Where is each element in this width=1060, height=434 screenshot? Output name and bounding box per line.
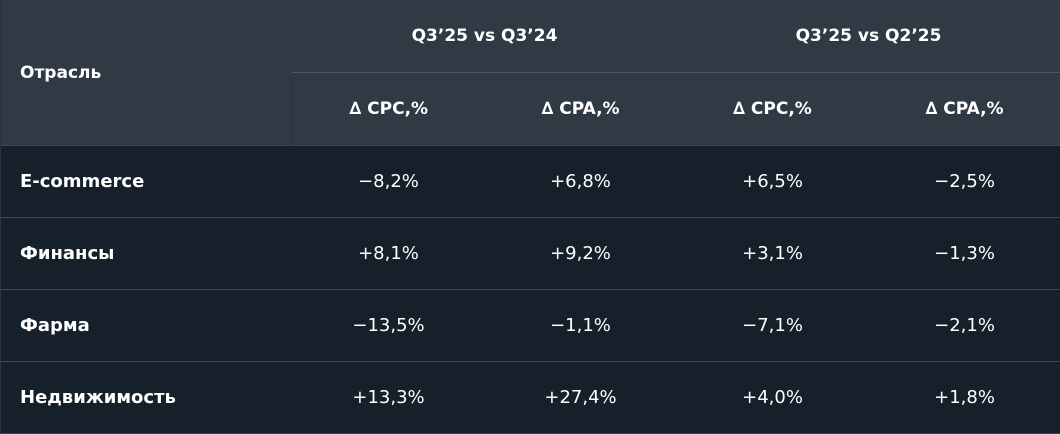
subcolumn-header: ∆ CPC,%	[677, 73, 869, 146]
value-cell: +13,3%	[293, 362, 485, 434]
industry-name: Финансы	[1, 218, 293, 290]
value-cell: −1,3%	[869, 218, 1060, 290]
value-cell: +1,8%	[869, 362, 1060, 434]
value-cell: +6,5%	[677, 146, 869, 218]
subcolumn-header: ∆ CPA,%	[869, 73, 1060, 146]
table-row: E-commerce −8,2% +6,8% +6,5% −2,5%	[1, 146, 1060, 218]
subcolumn-header: ∆ CPC,%	[293, 73, 485, 146]
value-cell: −2,5%	[869, 146, 1060, 218]
value-cell: −8,2%	[293, 146, 485, 218]
value-cell: +8,1%	[293, 218, 485, 290]
value-cell: −2,1%	[869, 290, 1060, 362]
value-cell: +4,0%	[677, 362, 869, 434]
value-cell: +6,8%	[485, 146, 677, 218]
industry-name: E-commerce	[1, 146, 293, 218]
table-row: Финансы +8,1% +9,2% +3,1% −1,3%	[1, 218, 1060, 290]
value-cell: −1,1%	[485, 290, 677, 362]
subcolumn-header: ∆ CPA,%	[485, 73, 677, 146]
group-header-yoy: Q3’25 vs Q3’24	[293, 0, 677, 73]
value-cell: +3,1%	[677, 218, 869, 290]
table-row: Недвижимость +13,3% +27,4% +4,0% +1,8%	[1, 362, 1060, 434]
value-cell: +27,4%	[485, 362, 677, 434]
table-row: Фарма −13,5% −1,1% −7,1% −2,1%	[1, 290, 1060, 362]
value-cell: −7,1%	[677, 290, 869, 362]
value-cell: +9,2%	[485, 218, 677, 290]
industry-name: Фарма	[1, 290, 293, 362]
value-cell: −13,5%	[293, 290, 485, 362]
industry-name: Недвижимость	[1, 362, 293, 434]
group-header-qoq: Q3’25 vs Q2’25	[677, 0, 1060, 73]
industry-header: Отрасль	[1, 0, 293, 146]
